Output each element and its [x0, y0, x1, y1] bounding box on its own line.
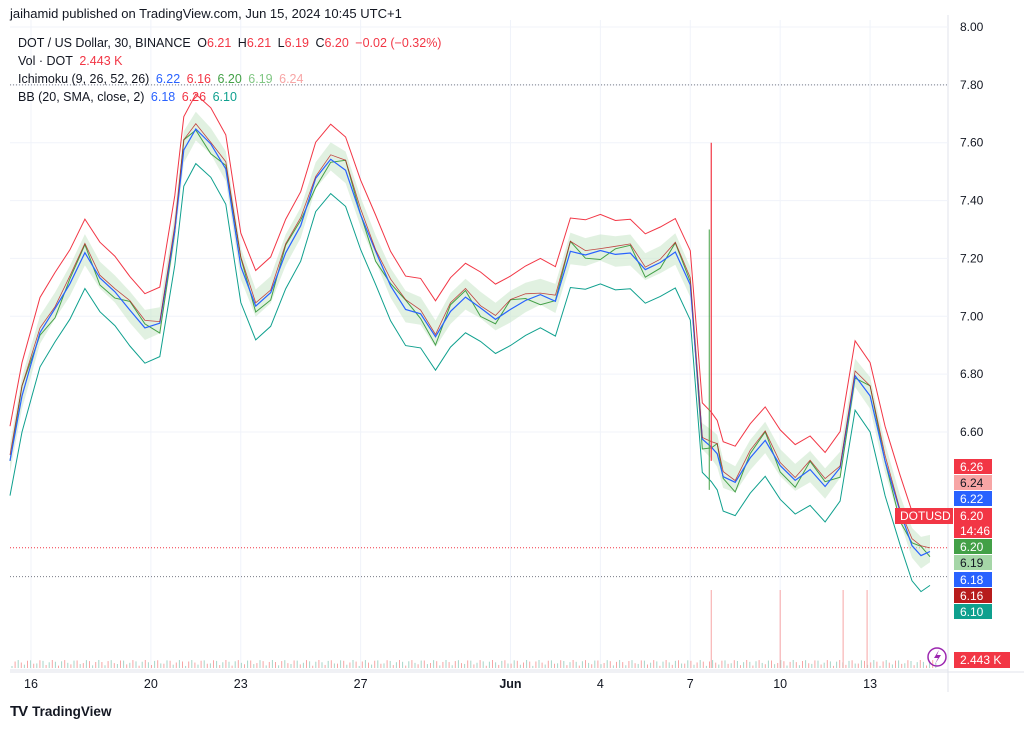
- bb-upper-line: [9, 93, 931, 523]
- price-line: [9, 128, 931, 557]
- low-value: 6.19: [284, 36, 309, 50]
- y-tick-label: 7.80: [960, 78, 984, 92]
- chart-legend: DOT / US Dollar, 30, BINANCE O6.21 H6.21…: [18, 34, 444, 106]
- x-tick-label: 16: [24, 677, 38, 691]
- ichimoku-lagging-value: 6.20: [217, 72, 242, 86]
- x-tick-label: 13: [863, 677, 877, 691]
- close-label: C: [315, 36, 325, 50]
- ichimoku-leading-a-value: 6.19: [248, 72, 273, 86]
- legend-row-symbol[interactable]: DOT / US Dollar, 30, BINANCE O6.21 H6.21…: [18, 34, 444, 52]
- change-value: −0.02 (−0.32%): [355, 36, 442, 50]
- bb-label: BB (20, SMA, close, 2): [18, 90, 145, 104]
- open-value: 6.21: [206, 36, 232, 50]
- volume-value: 2.443 K: [79, 54, 123, 68]
- y-tick-label: 8.00: [960, 20, 984, 34]
- base-line: [9, 123, 931, 549]
- legend-row-volume[interactable]: Vol · DOT 2.443 K: [18, 52, 444, 70]
- bb-basis-value: 6.18: [150, 90, 176, 104]
- y-tick-label: 7.40: [960, 194, 984, 208]
- price-label-text: 6.24: [960, 476, 984, 490]
- high-value: 6.21: [246, 36, 272, 50]
- x-tick-label: 10: [773, 677, 787, 691]
- price-label-text: 6.18: [960, 573, 984, 587]
- volume-axis-label: [954, 652, 1010, 668]
- lightning-bolt-icon: [934, 650, 941, 664]
- lagging-span-line: [9, 129, 931, 558]
- legend-row-bb[interactable]: BB (20, SMA, close, 2) 6.18 6.26 6.10: [18, 88, 444, 106]
- price-label: 6.16: [954, 588, 992, 603]
- y-tick-label: 7.00: [960, 309, 984, 323]
- price-label-text: 6.10: [960, 605, 984, 619]
- y-tick-label: 6.80: [960, 367, 984, 381]
- ichimoku-leading-b-value: 6.24: [279, 72, 304, 86]
- price-label-text: 6.26: [960, 460, 984, 474]
- price-label: 6.20: [954, 539, 992, 554]
- x-tick-label: 4: [597, 677, 604, 691]
- price-label: 6.26: [954, 459, 992, 474]
- price-label: 6.10: [954, 604, 992, 619]
- price-label-time: 14:46: [960, 524, 990, 538]
- ichimoku-cloud: [10, 111, 930, 569]
- ichimoku-base-value: 6.16: [186, 72, 211, 86]
- publish-line: jaihamid published on TradingView.com, J…: [10, 6, 402, 21]
- symbol-title: DOT / US Dollar, 30, BINANCE: [18, 36, 191, 50]
- volume-axis-label-text: 2.443 K: [960, 653, 1001, 667]
- y-tick-label: 6.60: [960, 425, 984, 439]
- price-label: 6.22: [954, 491, 992, 506]
- lightning-icon: [927, 647, 947, 667]
- x-tick-label: 20: [144, 677, 158, 691]
- x-tick-label: 27: [354, 677, 368, 691]
- price-label: 6.18: [954, 572, 992, 587]
- price-label-text: 6.16: [960, 589, 984, 603]
- y-tick-label: 7.60: [960, 136, 984, 150]
- ichimoku-conversion-value: 6.22: [155, 72, 181, 86]
- tradingview-logo-icon: TV: [10, 703, 28, 720]
- x-tick-label: Jun: [499, 677, 521, 691]
- legend-row-ichimoku[interactable]: Ichimoku (9, 26, 52, 26) 6.22 6.16 6.20 …: [18, 70, 444, 88]
- price-label: 6.19: [954, 555, 992, 570]
- price-label-text: 6.20: [960, 540, 984, 554]
- close-value: 6.20: [324, 36, 349, 50]
- x-tick-label: 23: [234, 677, 248, 691]
- tradingview-footer[interactable]: TV TradingView: [10, 703, 111, 720]
- price-label-text: 6.20: [960, 509, 984, 523]
- volume-label: Vol · DOT: [18, 54, 73, 68]
- open-label: O: [197, 36, 207, 50]
- ichimoku-label: Ichimoku (9, 26, 52, 26): [18, 72, 150, 86]
- x-tick-label: 7: [687, 677, 694, 691]
- bb-lower-line: [9, 162, 931, 593]
- high-label: H: [237, 36, 247, 50]
- bb-upper-value: 6.26: [181, 90, 207, 104]
- price-label: 6.24: [954, 475, 992, 490]
- symbol-tag: DOTUSD: [900, 509, 951, 523]
- tradingview-brand: TradingView: [32, 704, 112, 719]
- price-label-text: 6.19: [960, 556, 984, 570]
- bb-lower-value: 6.10: [212, 90, 237, 104]
- low-label: L: [277, 36, 285, 50]
- price-label-text: 6.22: [960, 492, 984, 506]
- y-tick-label: 7.20: [960, 251, 984, 265]
